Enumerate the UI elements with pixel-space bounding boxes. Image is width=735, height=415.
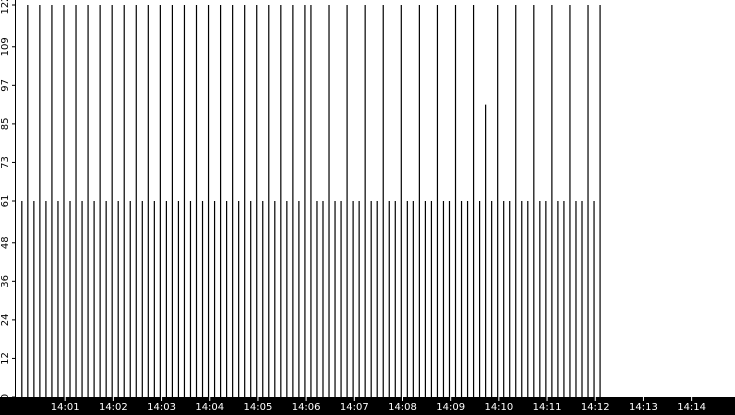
- x-tick-label: 14:03: [147, 402, 176, 413]
- y-tick-label: 85: [0, 118, 11, 131]
- x-tick-label: 14:08: [388, 402, 417, 413]
- x-tick-label: 14:14: [677, 402, 706, 413]
- x-tick-label: 14:13: [629, 402, 658, 413]
- x-tick-label: 14:12: [581, 402, 610, 413]
- x-tick-label: 14:07: [340, 402, 369, 413]
- y-tick-label: 73: [0, 156, 11, 169]
- y-tick-label: 0: [0, 394, 11, 400]
- y-tick-label: 97: [0, 79, 11, 92]
- x-axis-bar: [0, 397, 735, 415]
- x-tick-label: 14:02: [99, 402, 128, 413]
- y-tick-label: 24: [0, 314, 11, 327]
- x-tick-label: 14:01: [51, 402, 80, 413]
- y-tick-label: 122: [0, 0, 11, 15]
- y-tick-label: 61: [0, 195, 11, 208]
- x-tick-label: 14:06: [292, 402, 321, 413]
- y-tick-label: 109: [0, 37, 11, 56]
- x-tick-label: 14:11: [533, 402, 562, 413]
- y-tick-label: 36: [0, 275, 11, 288]
- x-tick-label: 14:09: [436, 402, 465, 413]
- x-tick-label: 14:04: [195, 402, 224, 413]
- x-tick-label: 14:10: [484, 402, 513, 413]
- y-tick-label: 12: [0, 352, 11, 365]
- y-tick-label: 48: [0, 236, 11, 249]
- x-tick-label: 14:05: [244, 402, 273, 413]
